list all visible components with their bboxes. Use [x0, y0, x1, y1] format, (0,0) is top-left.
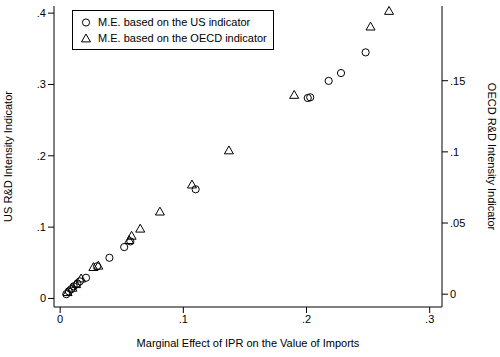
- svg-text:OECD R&D Intensity Indicator: OECD R&D Intensity Indicator: [486, 83, 492, 231]
- svg-text:.05: .05: [450, 217, 465, 229]
- html-text:M.E. based on the OECD indicat: M.E. based on the OECD indicator: [98, 32, 267, 44]
- svg-text:.2: .2: [37, 150, 46, 162]
- svg-text:.1: .1: [450, 146, 459, 158]
- svg-text:.15: .15: [450, 75, 465, 87]
- svg-text:0: 0: [450, 288, 456, 300]
- svg-text:.3: .3: [425, 313, 434, 325]
- html-text:M.E. based on the US indicator: M.E. based on the US indicator: [98, 16, 251, 28]
- svg-text:.1: .1: [179, 313, 188, 325]
- svg-text:.2: .2: [302, 313, 311, 325]
- svg-text:.3: .3: [37, 78, 46, 90]
- svg-text:0: 0: [40, 292, 46, 304]
- svg-text:.4: .4: [37, 7, 46, 19]
- svg-text:US R&D Intensity Indicator: US R&D Intensity Indicator: [8, 91, 14, 222]
- svg-text:.1: .1: [37, 221, 46, 233]
- svg-text:0: 0: [57, 313, 63, 325]
- svg-text:Marginal Effect of IPR on the: Marginal Effect of IPR on the Value of I…: [137, 337, 360, 349]
